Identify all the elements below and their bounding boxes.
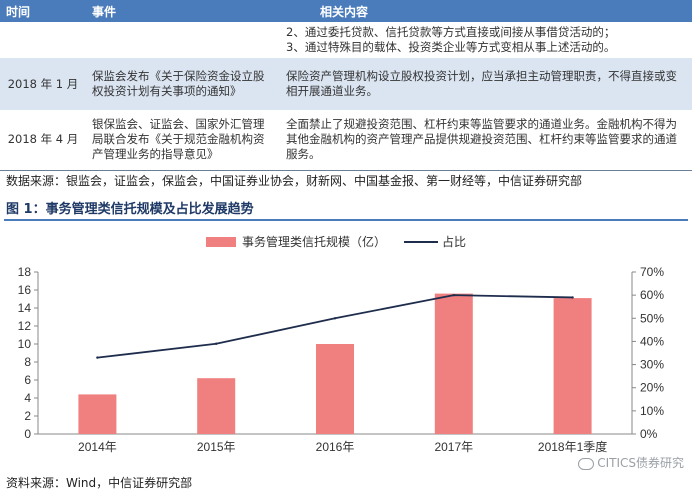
bar [434, 293, 473, 434]
header-content: 相关内容 [280, 0, 692, 22]
bar [316, 344, 354, 434]
watermark: CITICS债券研究 [578, 454, 684, 471]
y-left-tick-label: 8 [24, 355, 31, 369]
table-row: 2018 年 4 月 银保监会、证监会、国家外汇管理局联合发布《关于规范金融机构… [0, 110, 692, 171]
line-point [452, 293, 455, 297]
row-event: 保监会发布《关于保险资金设立股权投资计划有关事项的通知》 [86, 58, 280, 110]
row-content: 2、通过委托贷款、信托贷款等方式直接或间接从事借贷活动的； 3、通过特殊目的载体… [286, 25, 616, 54]
legend-bar-label: 事务管理类信托规模（亿） [242, 234, 386, 249]
y-left-tick-label: 0 [24, 427, 31, 441]
bar [78, 394, 117, 434]
x-tick-label: 2018年1季度 [538, 439, 607, 454]
watermark-text: CITICS债券研究 [597, 456, 684, 470]
y-right-tick-label: 20% [640, 381, 664, 395]
line-point [571, 296, 574, 299]
row-time [0, 22, 86, 58]
y-left-tick-label: 4 [24, 391, 31, 405]
line-point [215, 342, 218, 345]
y-right-tick-label: 30% [640, 358, 664, 372]
bar [197, 378, 236, 434]
bar [553, 298, 592, 434]
table-row: 2018 年 1 月 保监会发布《关于保险资金设立股权投资计划有关事项的通知》 … [0, 58, 692, 110]
legend-line-label: 占比 [442, 234, 466, 249]
x-tick-label: 2014年 [78, 440, 117, 454]
y-left-tick-label: 10 [18, 337, 32, 351]
row-content: 保险资产管理机构设立股权投资计划，应当承担主动管理职责，不得直接或变相开展通道业… [280, 58, 692, 110]
row-content: 全面禁止了规避投资范围、杠杆约束等监管要求的通道业务。金融机构不得为其他金融机构… [280, 110, 692, 171]
line-point [333, 317, 337, 320]
header-time: 时间 [0, 0, 86, 22]
row-event [86, 22, 280, 58]
x-tick-label: 2017年 [434, 440, 473, 454]
legend-bar-swatch [206, 237, 236, 247]
data-source-top: 数据来源：银监会，证监会，保监会，中国证券业协会，财新网、中国基金报、第一财经等… [6, 174, 583, 188]
wechat-icon [578, 457, 595, 470]
data-source-bottom: 资料来源：Wind，中信证券研究部 [6, 476, 193, 490]
y-left-tick-label: 14 [18, 301, 32, 315]
figure-title: 图 1：事务管理类信托规模及占比发展趋势 [4, 199, 688, 221]
x-tick-label: 2015年 [197, 440, 236, 454]
y-right-tick-label: 60% [640, 288, 664, 302]
y-left-tick-label: 16 [18, 283, 32, 297]
policy-table: 时间 事件 相关内容 2、通过委托贷款、信托贷款等方式直接或间接从事借贷活动的；… [0, 0, 692, 171]
y-left-tick-label: 12 [18, 319, 32, 333]
line-point [96, 356, 99, 359]
y-right-tick-label: 70% [640, 265, 664, 279]
header-event: 事件 [86, 0, 280, 22]
y-right-tick-label: 0% [640, 427, 658, 441]
x-tick-label: 2016年 [316, 440, 355, 454]
trust-scale-chart: 0 2 4 6 8 10 12 14 16 18 0% 10% 20% 30% 40% 50% 60% 70% 20… [18, 234, 665, 454]
y-left-tick-label: 18 [18, 265, 32, 279]
row-event: 银保监会、证监会、国家外汇管理局联合发布《关于规范金融机构资产管理业务的指导意见… [86, 110, 280, 171]
y-left-tick-label: 6 [24, 373, 31, 387]
y-right-tick-label: 50% [640, 311, 664, 325]
y-left-tick-label: 2 [24, 409, 31, 423]
row-time: 2018 年 4 月 [0, 110, 86, 171]
y-right-tick-label: 10% [640, 404, 664, 418]
table-header-row: 时间 事件 相关内容 [0, 0, 692, 22]
y-right-tick-label: 40% [640, 334, 664, 348]
row-time: 2018 年 1 月 [0, 58, 86, 110]
table-row: 2、通过委托贷款、信托贷款等方式直接或间接从事借贷活动的； 3、通过特殊目的载体… [0, 22, 692, 58]
